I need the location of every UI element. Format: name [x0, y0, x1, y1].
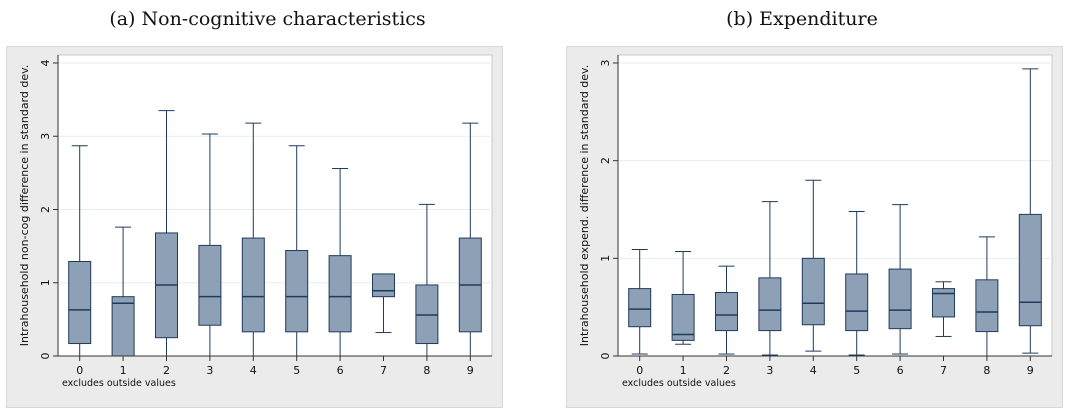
x-tick-label: 8 [423, 364, 430, 377]
box-2 [715, 265, 738, 355]
x-tick-label: 6 [897, 364, 904, 377]
iqr-box [241, 237, 265, 333]
box-5 [285, 145, 309, 357]
box-5 [845, 210, 869, 356]
iqr-box [975, 279, 999, 333]
iqr-box [111, 296, 135, 357]
x-tick-label: 3 [206, 364, 213, 377]
y-tick-label: 0 [599, 353, 612, 360]
box-0 [628, 249, 652, 355]
y-tick-label: 3 [39, 133, 52, 140]
box-4 [241, 122, 265, 357]
box-7 [932, 281, 955, 337]
box-1 [111, 226, 135, 357]
y-axis-label: Intrahousehold expend. difference in sta… [578, 65, 591, 346]
box-4 [801, 179, 825, 352]
y-tick-label: 1 [39, 279, 52, 286]
caption-expenditure: (b) Expenditure [726, 8, 878, 30]
iqr-box [845, 273, 869, 332]
y-axis-label: Intrahousehold non-cog difference in sta… [18, 65, 31, 347]
note-excludes-outside-values: excludes outside values [622, 378, 736, 389]
box-6 [888, 204, 912, 355]
box-3 [758, 201, 782, 356]
iqr-box [68, 261, 92, 345]
box-6 [328, 167, 352, 357]
y-tick-label: 2 [599, 157, 612, 164]
x-tick-label: 2 [163, 364, 170, 377]
iqr-box [1018, 213, 1042, 327]
x-tick-label: 7 [940, 364, 947, 377]
iqr-box [715, 292, 738, 332]
x-tick-label: 5 [853, 364, 860, 377]
iqr-box [198, 244, 222, 326]
iqr-box [372, 273, 395, 298]
x-tick-label: 6 [337, 364, 344, 377]
x-tick-label: 8 [983, 364, 990, 377]
x-tick-label: 9 [467, 364, 474, 377]
y-tick-label: 1 [599, 255, 612, 262]
chart-panel-expenditure: 0 1 2 3 Intrahousehold expend. difference in… [566, 46, 1063, 413]
x-tick-label: 1 [680, 364, 687, 377]
iqr-box [328, 255, 352, 333]
x-tick-label: 0 [636, 364, 643, 377]
box-9 [458, 122, 482, 357]
x-tick-label: 7 [380, 364, 387, 377]
box-7 [372, 273, 395, 334]
box-1 [671, 250, 695, 345]
x-tick-label: 4 [810, 364, 817, 377]
x-tick-label: 3 [766, 364, 773, 377]
box-3 [198, 133, 222, 357]
note-excludes-outside-values: excludes outside values [62, 378, 176, 389]
x-tick-label: 1 [120, 364, 127, 377]
box-9 [1018, 68, 1042, 354]
chart-panel-noncog: 0 1 2 3 4 Intrahousehold non-cog difference i… [6, 46, 503, 413]
x-tick-label: 2 [723, 364, 730, 377]
iqr-box [801, 257, 825, 326]
box-2 [155, 110, 178, 357]
iqr-box [888, 268, 912, 330]
boxplot-noncog: 0 1 2 3 4 Intrahousehold non-cog difference i… [6, 46, 503, 408]
box-8 [975, 236, 999, 357]
iqr-box [758, 277, 782, 332]
x-tick-label: 5 [293, 364, 300, 377]
y-tick-label: 2 [39, 206, 52, 213]
iqr-box [671, 293, 695, 341]
y-tick-label: 4 [39, 60, 52, 67]
caption-noncog: (a) Non-cognitive characteristics [109, 8, 426, 30]
box-8 [415, 203, 439, 357]
y-tick-label: 0 [39, 353, 52, 360]
iqr-box [932, 288, 955, 318]
iqr-box [628, 288, 652, 328]
boxplot-expenditure: 0 1 2 3 Intrahousehold expend. difference in… [566, 46, 1063, 408]
x-tick-label: 0 [76, 364, 83, 377]
y-tick-label: 3 [599, 60, 612, 67]
iqr-box [285, 250, 309, 333]
x-tick-label: 4 [250, 364, 257, 377]
x-tick-label: 9 [1027, 364, 1034, 377]
